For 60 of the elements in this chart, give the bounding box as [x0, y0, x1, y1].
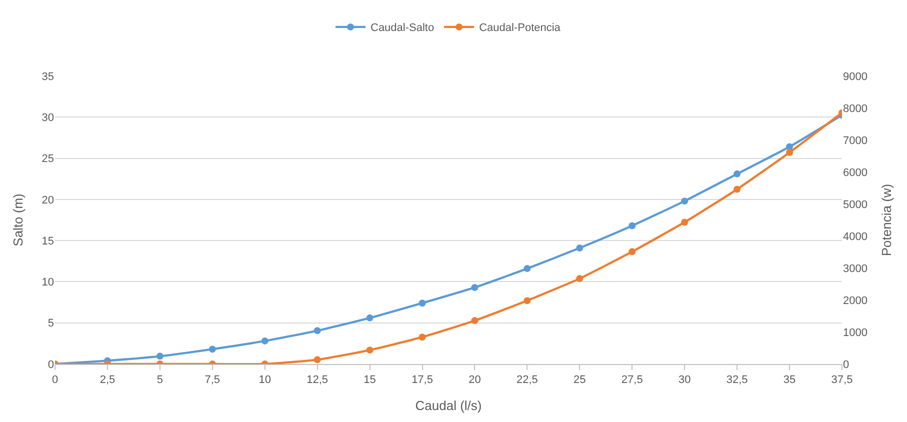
point — [366, 346, 374, 354]
x-tick-label: 12,5 — [306, 374, 328, 386]
x-tick-label: 37,5 — [831, 374, 853, 386]
point — [471, 317, 478, 324]
y-tick-label: 10 — [42, 276, 54, 289]
y2-tick-label: 5000 — [843, 198, 868, 211]
point — [156, 352, 164, 360]
x-tick-label: 7,5 — [204, 374, 220, 386]
legend-label: Caudal-Salto — [370, 22, 434, 34]
point — [418, 300, 426, 307]
point — [524, 265, 531, 272]
y2-axis-title: Potencia (w) — [879, 184, 894, 256]
point — [628, 248, 636, 256]
x-tick-label: 17,5 — [412, 374, 433, 386]
point — [734, 170, 741, 178]
legend-label: Caudal-Potencia — [479, 22, 562, 34]
point — [786, 148, 794, 156]
y2-tick-label: 1000 — [843, 326, 868, 339]
x-tick-label: 22,5 — [516, 374, 538, 386]
x-tick-label: 5 — [156, 374, 163, 386]
x-tick-label: 35 — [783, 374, 796, 386]
x-tick-label: 32,5 — [726, 374, 748, 386]
point — [681, 218, 688, 226]
x-tick-label: 30 — [678, 374, 691, 386]
x-axis-title: Caudal (l/s) — [415, 398, 482, 413]
y2-tick-label: 3000 — [843, 262, 868, 275]
y2-tick-label: 8000 — [843, 102, 868, 115]
y2-tick-label: 4000 — [843, 230, 868, 243]
y2-tick-label: 7000 — [843, 134, 868, 147]
point — [418, 334, 426, 341]
point — [681, 198, 688, 205]
point — [314, 327, 321, 334]
x-tick-label: 10 — [258, 374, 271, 386]
point — [366, 314, 374, 322]
point — [261, 337, 268, 344]
x-tick-label: 2,5 — [100, 374, 116, 386]
y-tick-label: 20 — [42, 194, 54, 206]
y-tick-label: 35 — [42, 70, 54, 83]
y-tick-label: 0 — [48, 358, 54, 371]
point — [734, 186, 741, 193]
point — [628, 222, 636, 230]
y2-tick-label: 2000 — [843, 294, 868, 307]
point — [576, 244, 584, 252]
x-tick-label: 20 — [468, 374, 481, 386]
y2-tick-label: 9000 — [843, 70, 868, 83]
point — [524, 297, 531, 304]
y-tick-label: 30 — [42, 112, 54, 124]
y2-tick-label: 0 — [843, 358, 850, 371]
y-axis-title: Salto (m) — [10, 194, 26, 246]
y-tick-label: 15 — [42, 235, 54, 248]
x-tick-label: 27,5 — [621, 374, 643, 386]
y-tick-label: 25 — [42, 153, 54, 166]
point — [471, 284, 478, 291]
point — [208, 346, 216, 353]
y2-tick-label: 6000 — [843, 166, 868, 179]
x-tick-label: 25 — [574, 374, 586, 386]
point — [314, 356, 321, 364]
point — [576, 275, 584, 282]
y-tick-label: 5 — [48, 318, 54, 330]
x-tick-label: 15 — [364, 374, 376, 386]
